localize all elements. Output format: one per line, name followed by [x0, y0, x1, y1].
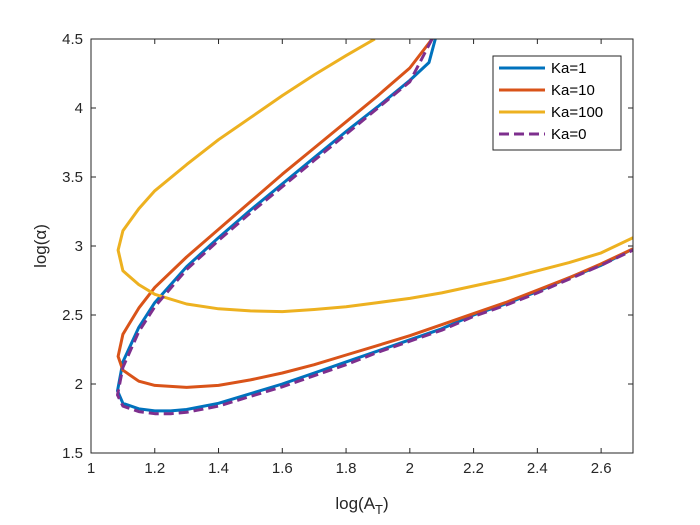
- x-axis-label: log(AT): [335, 494, 388, 517]
- x-tick-label: 2: [406, 460, 414, 477]
- x-tick-label: 1.2: [144, 460, 165, 477]
- legend-label-ka-10: Ka=10: [551, 82, 595, 99]
- legend-label-ka-1: Ka=1: [551, 60, 586, 77]
- x-tick-label: 2.6: [591, 460, 612, 477]
- y-tick-label: 2: [75, 376, 83, 393]
- x-tick-label: 2.4: [527, 460, 548, 477]
- y-tick-label: 1.5: [62, 445, 83, 462]
- series-line-ka-100: [116, 39, 633, 314]
- y-tick-label: 3.5: [62, 169, 83, 186]
- y-tick-label: 4: [75, 100, 83, 117]
- series-line-ka-1: [116, 39, 633, 413]
- x-tick-label: 1.6: [272, 460, 293, 477]
- legend-label-ka-0: Ka=0: [551, 126, 586, 143]
- y-axis-label: log(α): [31, 224, 50, 268]
- y-tick-label: 3: [75, 238, 83, 255]
- x-axis-label-subscript: T: [375, 502, 383, 517]
- y-tick-label: 2.5: [62, 307, 83, 324]
- x-axis-label-close: ): [383, 494, 389, 513]
- legend: Ka=1 Ka=10 Ka=100 Ka=0: [492, 55, 622, 151]
- x-tick-label: 2.2: [463, 460, 484, 477]
- x-tick-label: 1: [87, 460, 95, 477]
- legend-label-ka-100: Ka=100: [551, 104, 603, 121]
- x-axis-label-main: log(A: [335, 494, 375, 513]
- series-line-ka-10: [116, 39, 633, 389]
- y-tick-label: 4.5: [62, 31, 83, 48]
- axis-ticks: 1 1.2 1.4 1.6 1.8 2 2.2 2.4 2.6 1.5 2 2.5 3 3.5 4 4.5: [62, 31, 633, 477]
- x-tick-label: 1.8: [336, 460, 357, 477]
- plot-curves: [116, 39, 633, 416]
- x-tick-label: 1.4: [208, 460, 229, 477]
- series-line-ka-0: [116, 39, 633, 416]
